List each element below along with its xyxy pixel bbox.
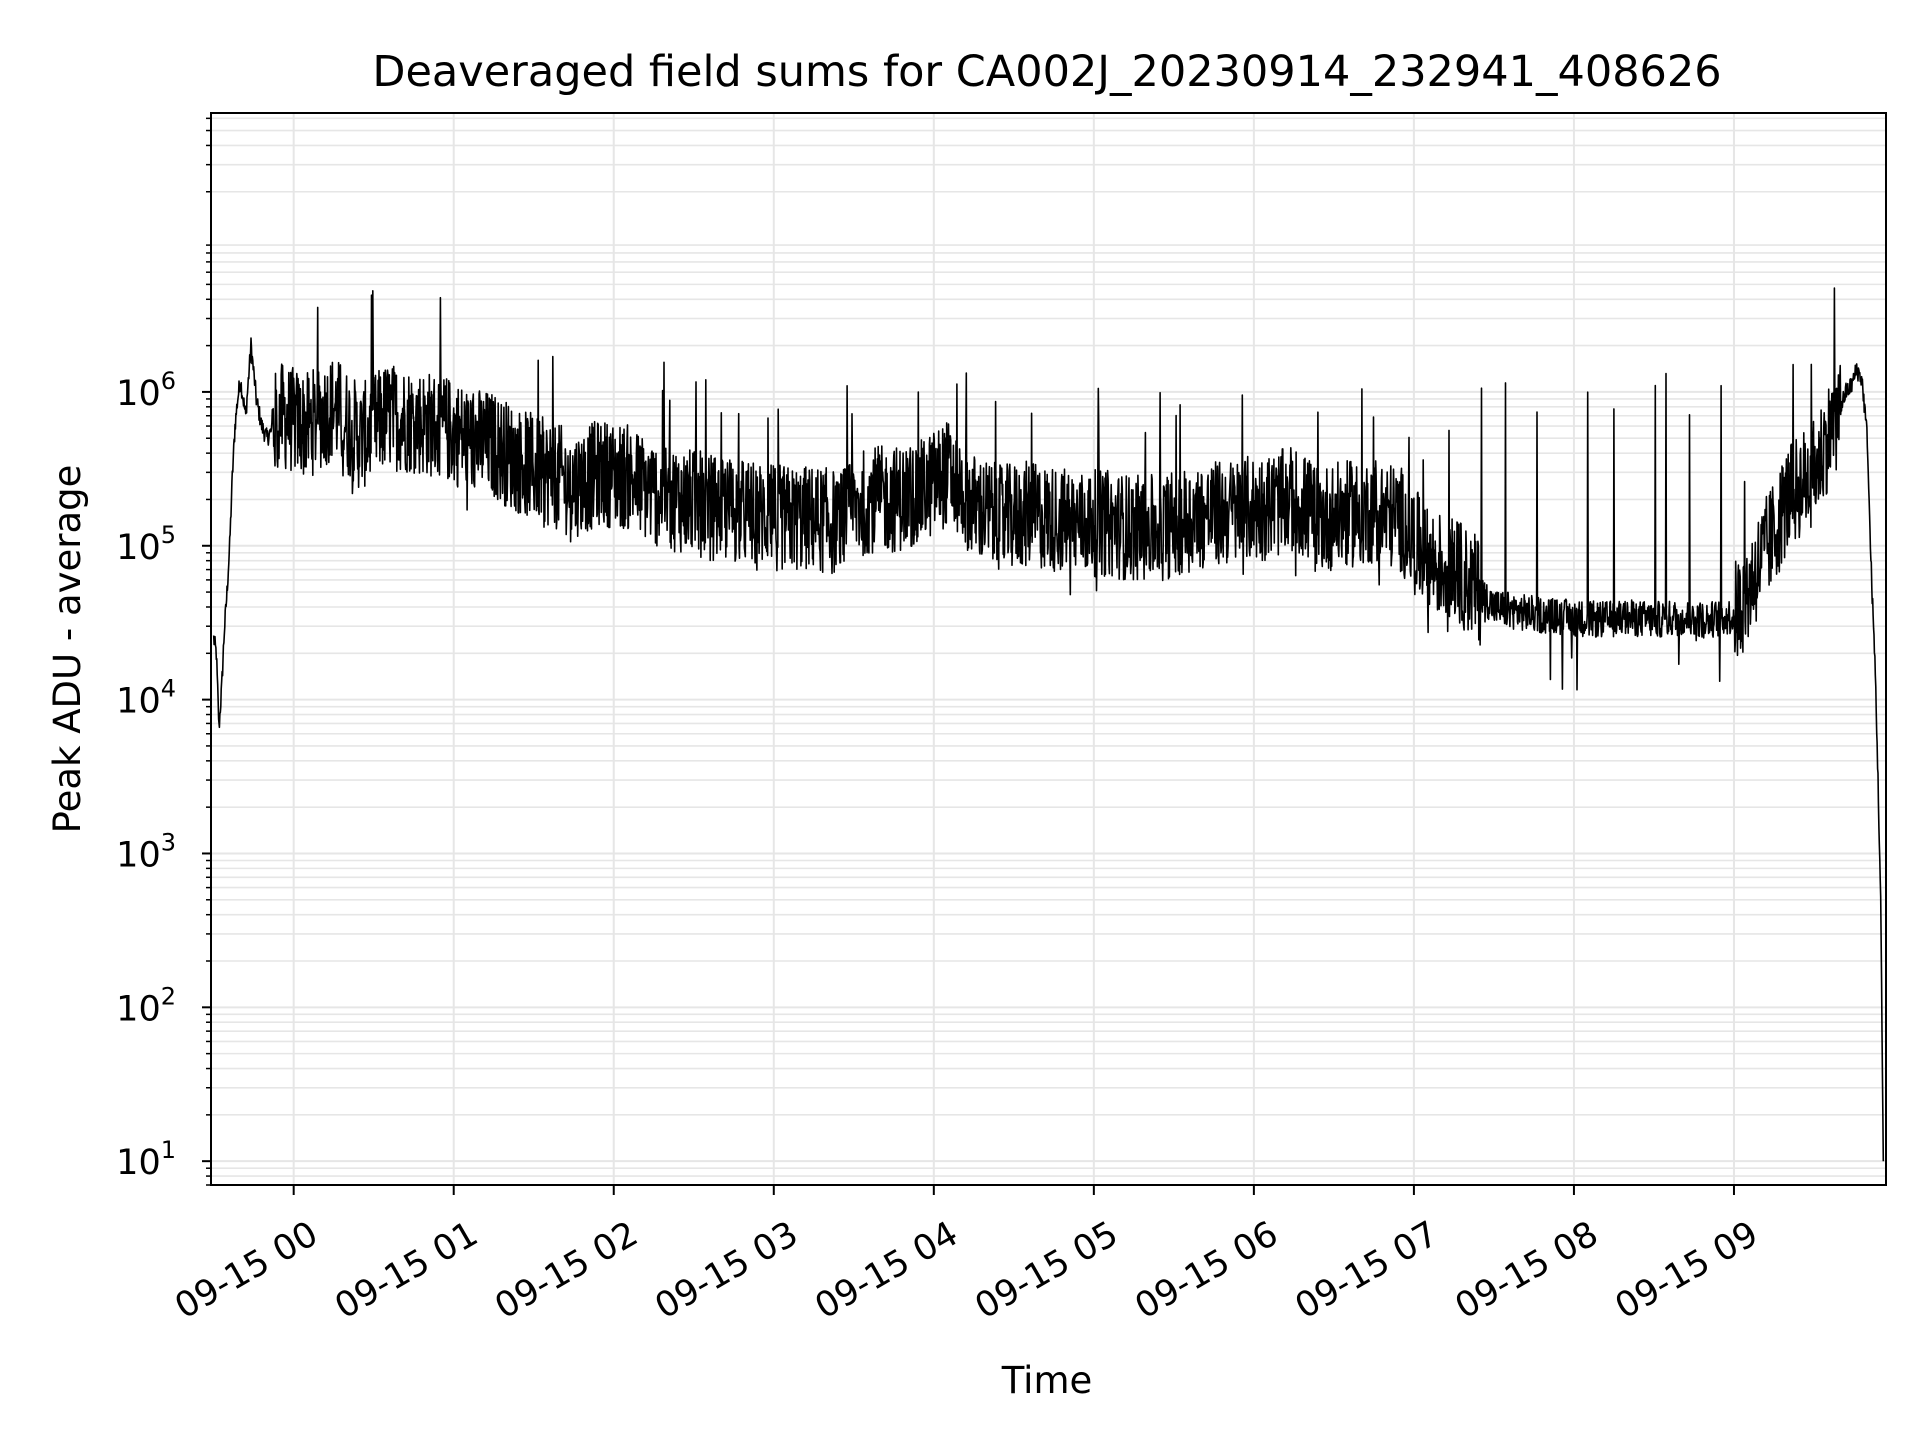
chart-title: Deaveraged field sums for CA002J_2023091… — [372, 47, 1721, 97]
y-tick-label: 102 — [116, 982, 176, 1029]
y-axis: 101 102 103 104 105 106 — [116, 117, 211, 1186]
y-tick-label: 104 — [116, 675, 176, 722]
y-axis-label: Peak ADU - average — [46, 465, 89, 834]
series-line — [212, 287, 1885, 1162]
y-tick-label: 103 — [116, 828, 176, 875]
x-axis-label: Time — [1001, 1359, 1093, 1402]
y-tick-label: 105 — [116, 521, 176, 568]
plot-frame — [210, 112, 1887, 1186]
minor-gridlines — [211, 117, 1886, 1186]
y-tick-label: 101 — [116, 1136, 176, 1183]
major-gridlines — [211, 113, 1886, 1185]
y-tick-label: 106 — [116, 367, 176, 414]
